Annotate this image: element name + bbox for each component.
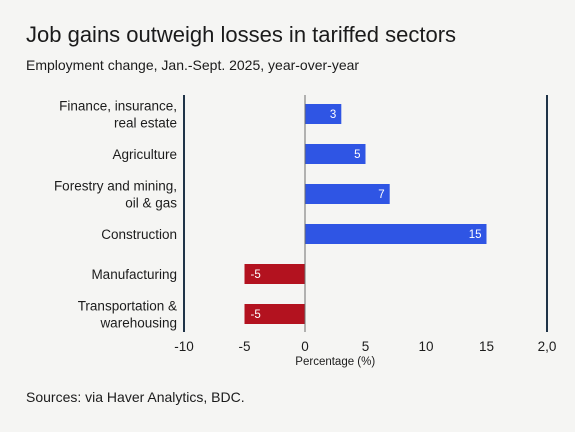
axes-layer: [183, 95, 548, 332]
source-note: Sources: via Haver Analytics, BDC.: [26, 389, 245, 405]
x-tick-label: 0: [301, 339, 309, 354]
bar: [244, 264, 305, 284]
bar-value-label: -5: [251, 269, 261, 281]
x-tick-label: -5: [238, 339, 250, 354]
x-axis-title: Percentage (%): [295, 356, 375, 368]
x-tick-label: 2,0: [538, 339, 557, 354]
bar-value-label: -5: [251, 309, 261, 321]
category-label: Construction: [101, 227, 177, 242]
bar: [305, 224, 487, 244]
x-tick-label: 15: [479, 339, 494, 354]
category-label-line: Transportation &: [78, 299, 177, 314]
labels-layer: 3 Finance, insurance, real estate 5 Agricult…: [54, 99, 556, 355]
bar: [305, 104, 342, 124]
category-label-line: Agriculture: [112, 147, 177, 162]
category-label: Manufacturing: [91, 267, 177, 282]
chart-subtitle: Employment change, Jan.-Sept. 2025, year…: [26, 57, 360, 73]
category-label-line: Finance, insurance,: [59, 99, 177, 114]
category-label: Transportation & warehousing: [78, 299, 177, 331]
category-label-line: Construction: [101, 227, 177, 242]
bar-value-label: 3: [330, 109, 336, 121]
chart-title: Job gains outweigh losses in tariffed se…: [26, 22, 457, 47]
bar-value-label: 5: [354, 149, 360, 161]
bar: [305, 184, 390, 204]
category-label-line: warehousing: [99, 316, 177, 331]
category-label-line: Manufacturing: [91, 267, 177, 282]
category-label: Finance, insurance, real estate: [59, 99, 177, 131]
category-label-line: oil & gas: [125, 196, 177, 211]
bar-value-label: 15: [469, 229, 482, 241]
bar-value-label: 7: [378, 189, 384, 201]
x-tick-label: 5: [362, 339, 370, 354]
category-label: Forestry and mining, oil & gas: [54, 179, 177, 211]
bars-layer: [244, 104, 487, 324]
x-tick-label: -10: [174, 339, 194, 354]
category-label-line: Forestry and mining,: [54, 179, 177, 194]
category-label-line: real estate: [114, 116, 177, 131]
bar: [244, 304, 305, 324]
category-label: Agriculture: [112, 147, 177, 162]
x-tick-label: 10: [418, 339, 433, 354]
bar: [305, 144, 366, 164]
